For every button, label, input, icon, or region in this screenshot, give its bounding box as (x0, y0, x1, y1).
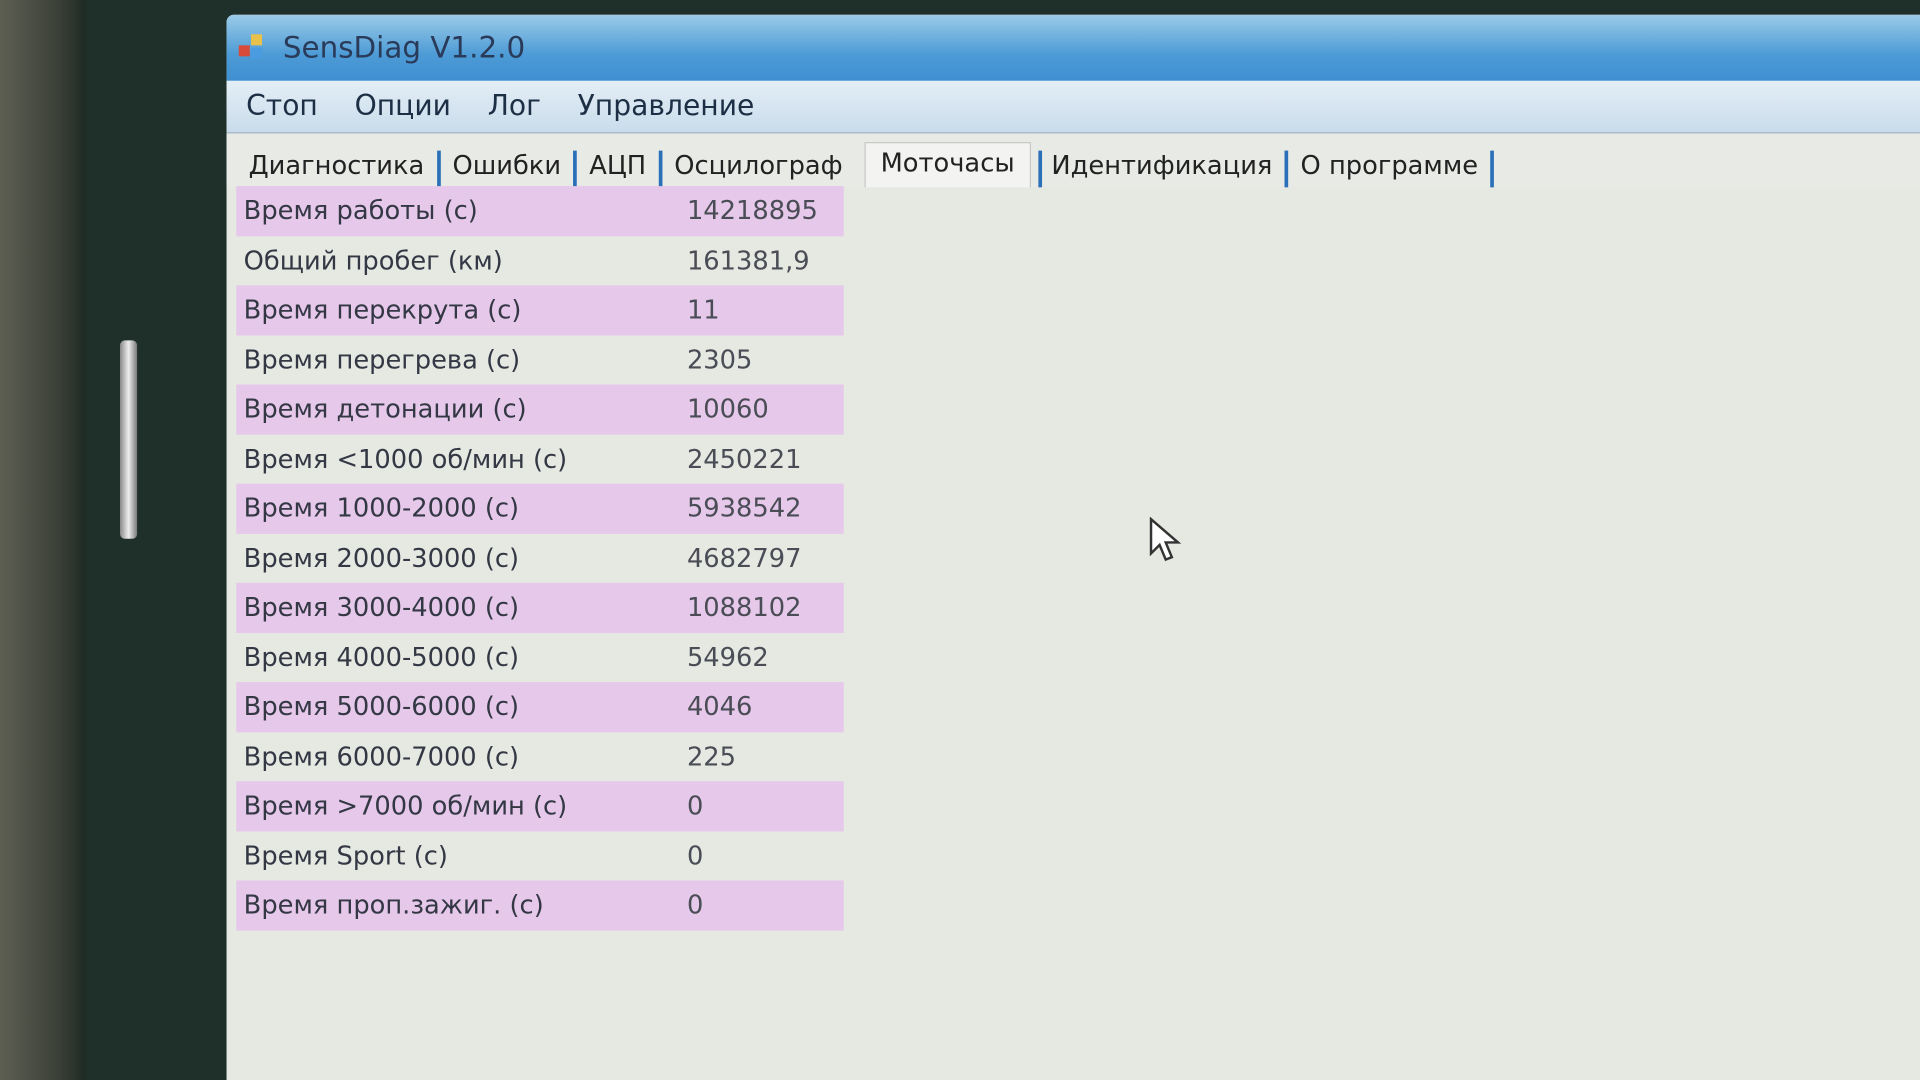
row-label: Время проп.зажиг. (с) (243, 890, 544, 920)
app-icon (238, 34, 266, 61)
window-title: SensDiag V1.2.0 (282, 30, 526, 65)
table-row: Время детонации (с) 10060 (236, 384, 844, 435)
tab-errors[interactable]: Ошибки (450, 150, 577, 188)
table-row: Время Sport (с) 0 (236, 831, 843, 881)
row-value: 1088102 (686, 592, 802, 623)
row-label: Время Sport (с) (243, 840, 448, 871)
tab-adc[interactable]: АЦП (587, 150, 663, 188)
row-label: Время <1000 об/мин (с) (243, 444, 568, 474)
row-value: 2305 (686, 345, 753, 375)
background-surface (0, 0, 86, 1080)
tab-about[interactable]: О программе (1298, 150, 1494, 188)
row-value: 4682797 (686, 543, 802, 573)
row-value: 0 (686, 840, 704, 871)
table-row: Время 4000-5000 (с) 54962 (236, 632, 843, 682)
tab-bar: Диагностика Ошибки АЦП Осцилограф Моточа… (226, 133, 1920, 188)
table-row: Время 5000-6000 (с) 4046 (236, 682, 844, 732)
table-row: Время 1000-2000 (с) 5938542 (236, 483, 844, 534)
table-row: Общий пробег (км) 161381,9 (236, 236, 843, 286)
table-row: Время 3000-4000 (с) 1088102 (236, 582, 844, 633)
row-label: Время перегрева (с) (243, 345, 521, 375)
row-label: Время 3000-4000 (с) (243, 592, 520, 623)
row-value: 54962 (686, 642, 769, 672)
row-label: Время 1000-2000 (с) (243, 493, 520, 524)
row-label: Время >7000 об/мин (с) (243, 791, 568, 821)
row-value: 5938542 (686, 493, 802, 524)
row-value: 2450221 (686, 444, 802, 474)
menu-log[interactable]: Лог (487, 90, 541, 123)
app-window: SensDiag V1.2.0 Стоп Опции Лог Управлени… (226, 14, 1920, 1080)
table-row: Время 2000-3000 (с) 4682797 (236, 533, 843, 583)
table-row: Время 6000-7000 (с) 225 (236, 732, 843, 782)
row-label: Время 4000-5000 (с) (243, 642, 520, 672)
title-bar: SensDiag V1.2.0 (226, 14, 1920, 81)
menu-stop[interactable]: Стоп (246, 90, 318, 123)
row-value: 0 (686, 791, 704, 821)
engine-hours-table: Время работы (с) 14218895 Общий пробег (км… (236, 186, 844, 931)
menu-control[interactable]: Управление (577, 90, 755, 123)
row-value: 0 (686, 890, 704, 920)
table-row: Время проп.зажиг. (с) 0 (236, 880, 844, 931)
table-row: Время перегрева (с) 2305 (236, 335, 843, 385)
table-row: Время перекрута (с) 11 (236, 285, 844, 335)
tab-engine-hours[interactable]: Моточасы (864, 142, 1031, 188)
row-label: Время 5000-6000 (с) (243, 692, 520, 722)
row-value: 4046 (686, 692, 753, 722)
row-label: Время 2000-3000 (с) (243, 543, 520, 573)
tab-oscilloscope[interactable]: Осцилограф (674, 150, 843, 181)
tab-diagnostics[interactable]: Диагностика (246, 150, 441, 188)
row-value: 161381,9 (686, 245, 810, 276)
table-row: Время <1000 об/мин (с) 2450221 (236, 434, 843, 484)
row-label: Время 6000-7000 (с) (243, 741, 520, 772)
menu-bar: Стоп Опции Лог Управление (226, 80, 1920, 134)
row-value: 225 (686, 741, 737, 772)
row-value: 14218895 (686, 196, 818, 226)
mouse-cursor-icon (1149, 516, 1182, 562)
table-row: Время >7000 об/мин (с) 0 (236, 781, 844, 831)
menu-options[interactable]: Опции (354, 90, 451, 123)
row-label: Время перекрута (с) (243, 295, 522, 325)
row-label: Время детонации (с) (243, 394, 527, 424)
row-label: Время работы (с) (243, 196, 478, 226)
row-value: 10060 (686, 394, 769, 424)
table-row: Время работы (с) 14218895 (236, 186, 844, 236)
bezel-slot (120, 340, 138, 539)
tab-identification[interactable]: Идентификация (1037, 150, 1289, 188)
row-value: 11 (686, 295, 720, 325)
row-label: Общий пробег (км) (243, 245, 503, 276)
